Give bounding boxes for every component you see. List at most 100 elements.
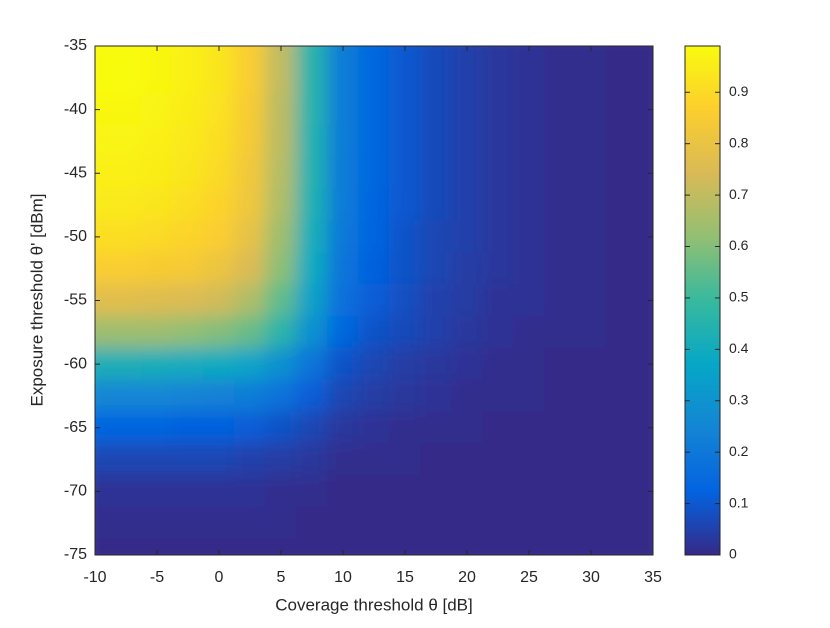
heatmap-cell — [95, 61, 111, 95]
heatmap-cell — [606, 284, 638, 317]
heatmap-cell — [327, 93, 359, 127]
heatmap-cell — [482, 379, 514, 413]
heatmap-cell — [389, 156, 421, 190]
heatmap-cell — [327, 46, 359, 63]
heatmap-cell — [203, 443, 235, 476]
heatmap-cell — [110, 125, 142, 158]
heatmap-cell — [513, 443, 545, 476]
heatmap-cell — [451, 538, 483, 555]
heatmap-cell — [606, 252, 638, 286]
heatmap-cell — [451, 284, 483, 317]
x-tick-label: 10 — [334, 569, 352, 586]
heatmap-cell — [606, 46, 638, 63]
heatmap-cell — [265, 315, 297, 349]
heatmap-cell — [358, 506, 390, 540]
heatmap-cell — [482, 284, 514, 317]
heatmap-cell — [389, 125, 421, 158]
heatmap-cell — [544, 379, 576, 413]
heatmap-cell — [234, 188, 266, 222]
heatmap-cell — [172, 220, 204, 254]
heatmap-cell — [265, 506, 297, 540]
colorbar-tick-label: 0.2 — [729, 443, 749, 459]
heatmap-cell — [265, 188, 297, 222]
heatmap-cell — [172, 379, 204, 413]
heatmap-cell — [358, 188, 390, 222]
heatmap-cell — [389, 315, 421, 349]
heatmap-cell — [110, 474, 142, 508]
heatmap-cell — [544, 220, 576, 254]
heatmap-cell — [544, 46, 576, 63]
colorbar-tick-label: 0.4 — [729, 340, 749, 356]
heatmap-cell — [451, 188, 483, 222]
heatmap-cell — [637, 474, 653, 508]
heatmap-cell — [544, 188, 576, 222]
heatmap-cell — [575, 220, 607, 254]
heatmap-cell — [389, 443, 421, 476]
heatmap-cell — [265, 443, 297, 476]
colorbar-tick-label: 0.8 — [729, 134, 749, 150]
heatmap-cell — [389, 538, 421, 555]
heatmap-cell — [172, 284, 204, 317]
heatmap-cell — [575, 538, 607, 555]
heatmap-cell — [513, 506, 545, 540]
heatmap-cell — [451, 220, 483, 254]
heatmap-cell — [296, 125, 328, 158]
plot-area — [95, 46, 653, 555]
heatmap-cell — [637, 443, 653, 476]
heatmap-cell — [141, 315, 173, 349]
heatmap-cell — [327, 443, 359, 476]
heatmap-cell — [95, 443, 111, 476]
heatmap-cell — [265, 347, 297, 381]
heatmap-cell — [234, 156, 266, 190]
heatmap-cell — [234, 411, 266, 445]
y-tick-label: -40 — [64, 101, 87, 118]
heatmap-cell — [389, 252, 421, 286]
heatmap-cell — [575, 411, 607, 445]
heatmap-cell — [234, 347, 266, 381]
heatmap-cell — [420, 46, 452, 63]
heatmap-cell — [389, 284, 421, 317]
y-tick-label: -65 — [64, 419, 87, 436]
heatmap-cell — [296, 443, 328, 476]
y-axis-label: Exposure threshold θ' [dBm] — [27, 193, 46, 406]
heatmap-cell — [606, 506, 638, 540]
heatmap-cell — [203, 125, 235, 158]
heatmap-cell — [606, 443, 638, 476]
heatmap-cell — [95, 506, 111, 540]
heatmap-cell — [110, 220, 142, 254]
heatmap-cell — [606, 315, 638, 349]
heatmap-cell — [358, 61, 390, 95]
heatmap-cell — [544, 538, 576, 555]
heatmap-cell — [544, 347, 576, 381]
heatmap-cell — [265, 252, 297, 286]
heatmap-cell — [95, 315, 111, 349]
heatmap-cell — [265, 474, 297, 508]
heatmap-cell — [575, 347, 607, 381]
heatmap-cell — [451, 125, 483, 158]
heatmap-cell — [265, 93, 297, 127]
heatmap-cell — [482, 156, 514, 190]
heatmap-cell — [265, 220, 297, 254]
heatmap-cell — [637, 156, 653, 190]
heatmap-cell — [358, 46, 390, 63]
heatmap-cell — [637, 61, 653, 95]
heatmap-cell — [141, 443, 173, 476]
heatmap-cell — [451, 315, 483, 349]
heatmap-cell — [420, 61, 452, 95]
heatmap-cell — [544, 156, 576, 190]
heatmap-cell — [451, 156, 483, 190]
heatmap-cell — [482, 443, 514, 476]
colorbar-box — [684, 45, 721, 556]
heatmap-cell — [513, 347, 545, 381]
heatmap-cell — [203, 474, 235, 508]
heatmap-cell — [296, 93, 328, 127]
heatmap-cell — [637, 411, 653, 445]
heatmap-cell — [203, 379, 235, 413]
heatmap-cell — [637, 347, 653, 381]
heatmap-cell — [327, 347, 359, 381]
heatmap-cell — [95, 93, 111, 127]
heatmap-cell — [203, 284, 235, 317]
heatmap-cell — [234, 474, 266, 508]
heatmap-cell — [327, 188, 359, 222]
heatmap-cell — [203, 93, 235, 127]
